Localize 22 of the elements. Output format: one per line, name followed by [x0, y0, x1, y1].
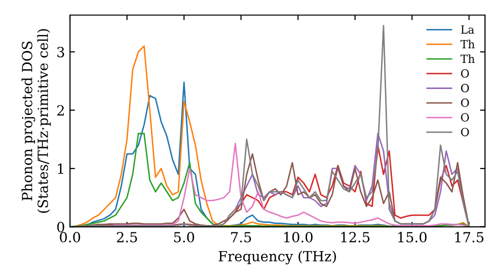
x-tick-label: 17.5 [455, 232, 484, 242]
legend-label: La [461, 25, 474, 34]
x-axis-title: Frequency (THz) [218, 250, 336, 264]
y-tick-label: 0 [57, 222, 64, 232]
legend-label: O [461, 98, 469, 107]
legend-label: Th [460, 54, 475, 63]
x-tick-label: 0.0 [60, 232, 80, 242]
legend-label: O [461, 128, 469, 136]
legend-label: O [461, 113, 469, 122]
legend-label: O [461, 84, 469, 92]
y-tick-label: 1 [58, 163, 64, 174]
legend-label: Th [460, 40, 475, 48]
x-tick-label: 12.5 [341, 232, 370, 242]
legend-label: O [461, 69, 469, 78]
x-tick-label: 2.5 [116, 232, 137, 242]
x-tick-label: 10.0 [284, 232, 313, 242]
x-tick-label: 15.0 [398, 232, 427, 242]
x-tick-label: 5.0 [174, 232, 194, 242]
y-axis-title: Phonon projected DOS (States/THz·primitive cell) [22, 29, 51, 213]
x-tick-label: 7.5 [231, 232, 251, 242]
y-tick-label: 3 [57, 46, 64, 58]
y-tick-label: 2 [57, 105, 64, 116]
